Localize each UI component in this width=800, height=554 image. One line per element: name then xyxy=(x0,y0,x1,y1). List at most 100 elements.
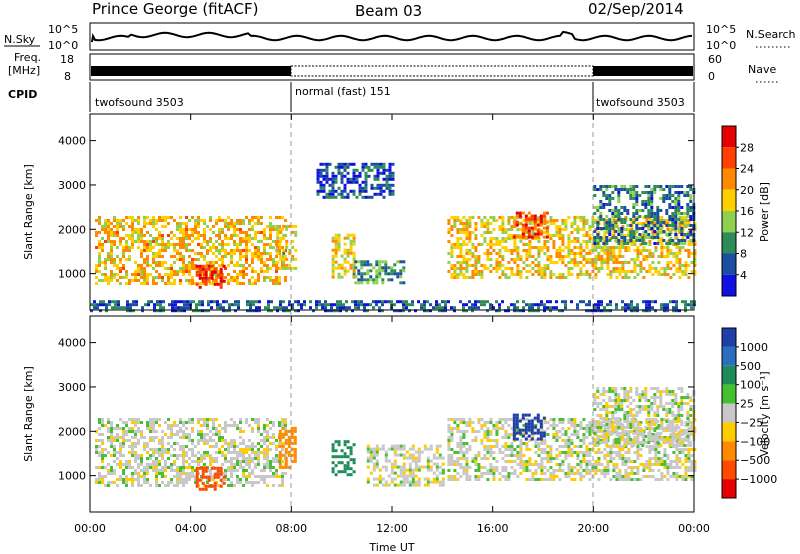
echo-cell xyxy=(248,457,251,460)
echo-cell xyxy=(191,228,194,231)
echo-cell xyxy=(495,219,499,222)
echo-cell xyxy=(269,228,272,231)
echo-cell xyxy=(644,224,648,227)
echo-cell xyxy=(624,469,628,472)
echo-cell xyxy=(173,282,176,285)
echo-cell xyxy=(266,466,269,469)
echo-cell xyxy=(146,282,149,285)
echo-cell xyxy=(343,162,347,166)
echo-cell xyxy=(119,460,122,463)
echo-cell xyxy=(561,222,565,225)
echo-cell xyxy=(674,212,678,215)
echo-cell xyxy=(432,471,436,475)
echo-cell xyxy=(189,300,192,304)
echo-cell xyxy=(681,216,685,219)
echo-cell xyxy=(381,269,385,273)
echo-cell xyxy=(669,261,673,264)
echo-cell xyxy=(474,222,478,225)
echo-cell xyxy=(567,445,571,448)
echo-cell xyxy=(140,240,143,243)
echo-cell xyxy=(615,255,619,258)
echo-cell xyxy=(182,481,185,484)
echo-cell xyxy=(453,276,457,279)
echo-cell xyxy=(648,252,652,255)
echo-cell xyxy=(564,219,568,222)
echo-cell xyxy=(227,252,230,255)
echo-cell xyxy=(248,481,251,484)
echo-cell xyxy=(672,273,676,276)
echo-cell xyxy=(230,475,233,478)
echo-cell xyxy=(200,219,203,222)
echo-cell xyxy=(216,469,220,473)
echo-cell xyxy=(516,252,520,255)
echo-cell xyxy=(459,273,463,276)
echo-cell xyxy=(185,445,188,448)
echo-cell xyxy=(375,260,379,264)
echo-cell xyxy=(519,258,523,261)
echo-cell xyxy=(385,183,389,187)
echo-cell xyxy=(540,249,544,252)
echo-cell xyxy=(343,195,347,199)
echo-cell xyxy=(546,460,550,463)
echo-cell xyxy=(689,194,693,197)
echo-cell xyxy=(447,231,451,234)
echo-cell xyxy=(282,248,286,252)
echo-cell xyxy=(343,266,347,270)
echo-cell xyxy=(104,424,107,427)
echo-cell xyxy=(636,216,640,219)
echo-cell xyxy=(600,267,604,270)
echo-cell xyxy=(119,240,122,243)
echo-cell xyxy=(364,189,368,193)
echo-cell xyxy=(558,237,562,240)
echo-cell xyxy=(188,264,191,267)
echo-cell xyxy=(495,427,499,430)
echo-cell xyxy=(221,258,224,261)
echo-cell xyxy=(600,421,604,424)
echo-cell xyxy=(224,427,227,430)
echo-cell xyxy=(170,270,173,273)
echo-cell xyxy=(358,174,362,178)
echo-cell xyxy=(167,216,170,219)
echo-cell xyxy=(561,300,564,304)
echo-cell xyxy=(504,231,508,234)
echo-cell xyxy=(513,243,517,246)
echo-cell xyxy=(576,469,580,472)
echo-cell xyxy=(224,439,227,442)
echo-cell xyxy=(266,439,269,442)
echo-cell xyxy=(683,194,687,197)
echo-cell xyxy=(492,475,496,478)
echo-cell xyxy=(483,222,487,225)
echo-cell xyxy=(331,180,335,184)
echo-cell xyxy=(201,279,205,283)
echo-cell xyxy=(233,448,236,451)
echo-cell xyxy=(605,215,609,218)
echo-cell xyxy=(666,219,670,222)
echo-cell xyxy=(215,273,218,276)
echo-cell xyxy=(161,430,164,433)
echo-cell xyxy=(254,463,257,466)
echo-cell xyxy=(686,185,690,188)
echo-cell xyxy=(179,448,182,451)
echo-cell xyxy=(131,451,134,454)
echo-cell xyxy=(382,183,386,187)
echo-cell xyxy=(207,484,211,488)
echo-cell xyxy=(486,258,490,261)
echo-cell xyxy=(600,255,604,258)
echo-cell xyxy=(617,233,621,236)
echo-cell xyxy=(134,457,137,460)
echo-cell xyxy=(361,165,365,169)
echo-cell xyxy=(483,454,487,457)
echo-cell xyxy=(176,225,179,228)
echo-cell xyxy=(216,306,219,310)
echo-cell xyxy=(635,200,639,203)
echo-cell xyxy=(222,306,225,310)
echo-cell xyxy=(170,255,173,258)
echo-cell xyxy=(512,220,516,224)
echo-cell xyxy=(324,303,327,307)
echo-cell xyxy=(516,309,519,313)
echo-cell xyxy=(450,234,454,237)
echo-cell xyxy=(149,249,152,252)
echo-cell xyxy=(618,478,622,481)
echo-cell xyxy=(564,430,568,433)
nsearch-label: N.Search xyxy=(746,28,796,41)
